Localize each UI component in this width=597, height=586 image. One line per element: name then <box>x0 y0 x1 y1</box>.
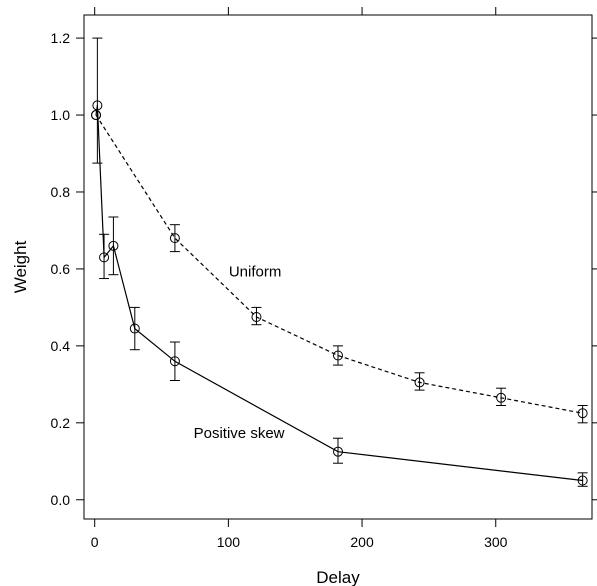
x-tick-label: 200 <box>350 534 374 550</box>
data-point <box>129 323 140 334</box>
data-point <box>333 350 343 361</box>
data-point <box>333 446 343 457</box>
y-tick-label: 0.4 <box>51 338 71 354</box>
data-point <box>108 240 119 251</box>
series-2 <box>91 37 588 487</box>
data-point <box>99 252 110 263</box>
y-tick-label: 1.0 <box>51 107 71 123</box>
y-tick-label: 1.2 <box>51 30 71 46</box>
data-point <box>91 110 102 121</box>
y-tick-label: 0.0 <box>51 492 71 508</box>
annotation-label: Uniform <box>229 264 282 281</box>
series-line <box>95 114 583 414</box>
data-point <box>251 312 262 323</box>
x-tick-label: 100 <box>217 534 241 550</box>
y-axis-title: Weight <box>11 240 30 293</box>
series-line <box>95 105 583 482</box>
y-tick-label: 0.6 <box>51 261 71 277</box>
series-1 <box>91 110 588 424</box>
data-point <box>496 392 507 403</box>
data-point <box>577 475 588 486</box>
axes: 0 100 200 300 0.0 0.2 0.4 0.6 0.8 1.0 1.2 <box>51 7 597 550</box>
y-tick-label: 0.8 <box>51 184 71 200</box>
annotations: Uniform Positive skew <box>194 264 285 443</box>
data-point <box>92 100 103 111</box>
data-point <box>169 356 180 367</box>
y-tick-label: 0.2 <box>51 415 71 431</box>
data-point <box>414 377 425 388</box>
x-tick-label: 300 <box>484 534 508 550</box>
x-tick-label: 0 <box>91 534 99 550</box>
data-point <box>577 408 588 419</box>
data-point <box>169 233 180 244</box>
annotation-label: Positive skew <box>194 425 285 442</box>
series-layer <box>91 37 588 487</box>
plot-frame <box>83 14 593 520</box>
x-axis-title: Delay <box>316 568 360 586</box>
